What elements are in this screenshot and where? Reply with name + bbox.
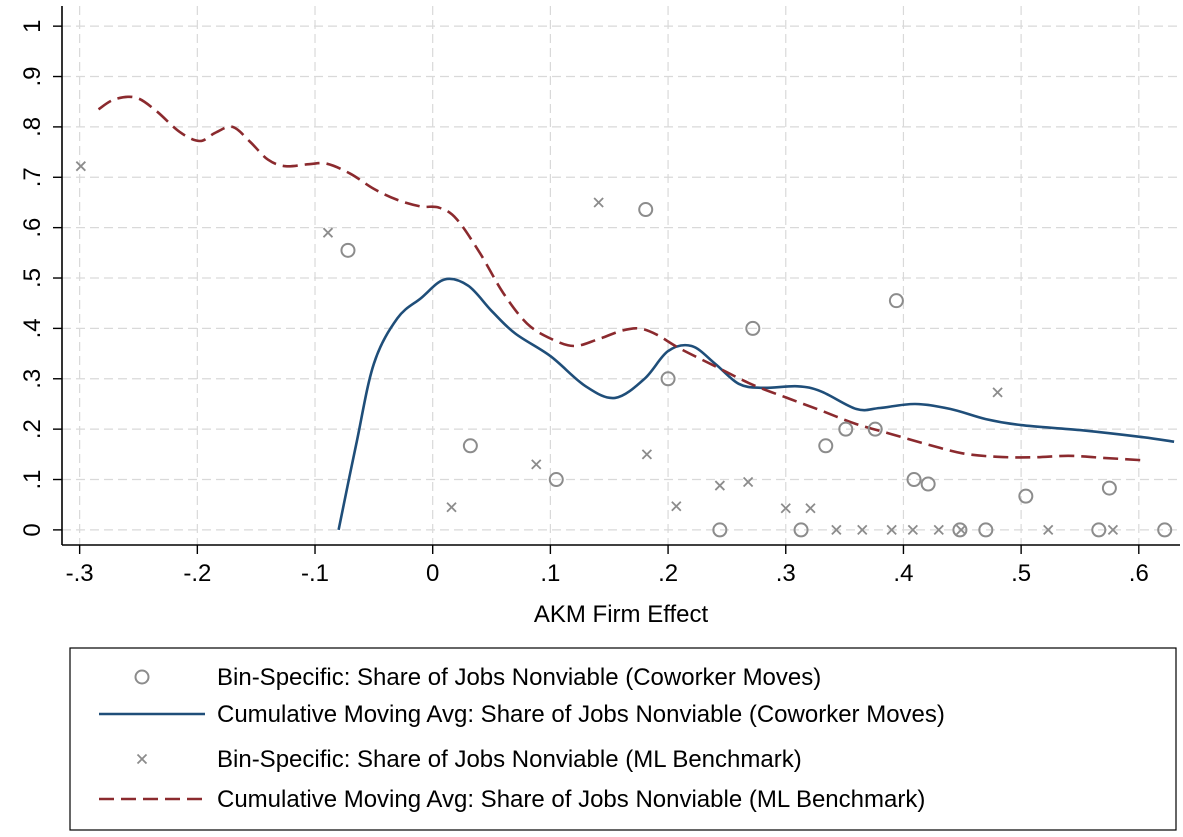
ml-benchmark-point bbox=[780, 503, 791, 514]
legend-x-marker bbox=[136, 753, 148, 765]
x-tick-label: .3 bbox=[776, 560, 796, 587]
ml-benchmark-point bbox=[805, 503, 816, 514]
legend-circle-marker bbox=[134, 669, 150, 685]
coworker-moves-point bbox=[1101, 480, 1117, 496]
ml-benchmark-point bbox=[531, 459, 542, 470]
legend: Bin-Specific: Share of Jobs Nonviable (C… bbox=[69, 647, 1177, 831]
coworker-moves-point bbox=[1157, 522, 1173, 538]
x-axis-title: AKM Firm Effect bbox=[534, 601, 709, 628]
axes bbox=[61, 6, 1180, 546]
x-tick-label: .6 bbox=[1129, 560, 1149, 587]
x-tick-label: -.2 bbox=[183, 560, 211, 587]
x-tick-label: .5 bbox=[1011, 560, 1031, 587]
coworker-moves-point bbox=[548, 472, 564, 488]
coworker-moves-point bbox=[638, 202, 654, 218]
x-tick-label: 0 bbox=[426, 560, 439, 587]
tick-marks: -.3 -.2 -.1 0 .1 .2 .3 .4 .5 .6 0 .1 .2 .3 .4 .5 .6 .7 .8.… bbox=[19, 19, 1149, 587]
x-tick-label: .1 bbox=[540, 560, 560, 587]
coworker-moves-point bbox=[867, 421, 883, 437]
ml-benchmark-point bbox=[742, 476, 754, 488]
coworker-moves-point bbox=[793, 522, 809, 538]
coworker-moves-point bbox=[1018, 488, 1034, 504]
legend-item: Bin-Specific: Share of Jobs Nonviable (M… bbox=[136, 746, 802, 773]
x-tick-label: -.3 bbox=[66, 560, 94, 587]
ml-benchmark-point bbox=[831, 524, 842, 536]
ml-benchmark-point bbox=[857, 524, 868, 536]
ml-benchmark-point bbox=[955, 524, 967, 536]
coworker-moves-point bbox=[462, 438, 478, 454]
legend-label: Bin-Specific: Share of Jobs Nonviable (M… bbox=[217, 746, 802, 773]
ml-benchmark-point bbox=[75, 161, 86, 172]
ml-benchmark-point bbox=[714, 480, 725, 491]
x-tick-label: .4 bbox=[893, 560, 913, 587]
legend-item: Cumulative Moving Avg: Share of Jobs Non… bbox=[99, 701, 945, 728]
legend-label: Bin-Specific: Share of Jobs Nonviable (C… bbox=[217, 664, 821, 691]
y-tick-label: .5 bbox=[19, 268, 46, 288]
legend-box bbox=[69, 647, 1177, 831]
ml-benchmark-moving-avg-line bbox=[97, 95, 1145, 462]
coworker-moves-point bbox=[906, 472, 922, 488]
ml-benchmark-point bbox=[322, 227, 334, 238]
coworker-moves-point bbox=[888, 293, 904, 309]
y-tick-label: .8 bbox=[19, 117, 46, 137]
y-tick-label: .1 bbox=[19, 470, 46, 490]
y-tick-label: 1 bbox=[19, 19, 46, 32]
coworker-moves-point bbox=[838, 421, 854, 437]
ml-benchmark-point bbox=[1043, 524, 1054, 536]
coworker-moves-point bbox=[952, 522, 968, 538]
coworker-moves-point bbox=[712, 522, 728, 538]
legend-label: Cumulative Moving Avg: Share of Jobs Non… bbox=[217, 786, 925, 813]
y-tick-label: .3 bbox=[19, 369, 46, 389]
legend-item: Bin-Specific: Share of Jobs Nonviable (C… bbox=[134, 664, 821, 691]
coworker-moves-point bbox=[1091, 522, 1107, 538]
coworker-moves-point bbox=[920, 476, 936, 492]
y-tick-label: 0 bbox=[19, 523, 46, 536]
coworker-moves-point bbox=[978, 522, 994, 538]
plot-region bbox=[62, 6, 1180, 545]
x-tick-label: .2 bbox=[658, 560, 678, 587]
y-tick-label: .9 bbox=[19, 67, 46, 87]
coworker-moves-point bbox=[745, 320, 761, 336]
coworker-moves-moving-avg-line bbox=[337, 277, 1175, 531]
ml-benchmark-point bbox=[907, 524, 918, 536]
ml-benchmark-point bbox=[933, 524, 944, 536]
y-tick-label: .2 bbox=[19, 419, 46, 439]
x-tick-label: -.1 bbox=[301, 560, 329, 587]
legend-label: Cumulative Moving Avg: Share of Jobs Non… bbox=[217, 701, 945, 728]
y-tick-label: .4 bbox=[19, 318, 46, 338]
series bbox=[75, 95, 1175, 538]
ml-benchmark-point bbox=[992, 387, 1003, 398]
ml-benchmark-point bbox=[593, 197, 604, 208]
coworker-moves-point bbox=[340, 242, 356, 258]
grid-lines bbox=[62, 6, 1180, 545]
ml-benchmark-point bbox=[886, 524, 897, 536]
ml-benchmark-point bbox=[641, 449, 653, 460]
ml-benchmark-point bbox=[671, 501, 682, 512]
legend-entries: Bin-Specific: Share of Jobs Nonviable (C… bbox=[99, 664, 945, 813]
y-tick-label: .6 bbox=[19, 218, 46, 238]
coworker-moves-point bbox=[818, 438, 834, 454]
coworker-moves-point bbox=[660, 371, 676, 387]
legend-item: Cumulative Moving Avg: Share of Jobs Non… bbox=[99, 786, 925, 813]
ml-benchmark-point bbox=[446, 502, 457, 513]
ml-benchmark-point bbox=[1107, 524, 1119, 536]
y-tick-label: .7 bbox=[19, 167, 46, 187]
